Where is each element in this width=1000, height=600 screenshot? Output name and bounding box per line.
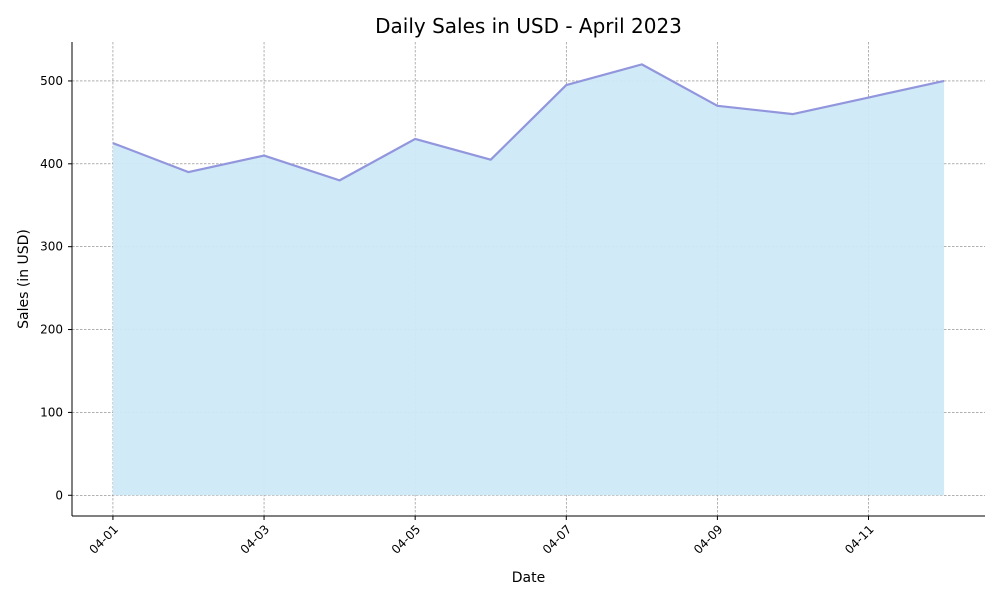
chart-title: Daily Sales in USD - April 2023 [375,14,682,38]
area-fill [112,64,945,496]
x-tick-label: 04-07 [540,522,575,557]
x-tick-label: 04-05 [389,522,424,557]
y-tick-label: 100 [40,405,63,419]
x-tick-label: 04-11 [842,522,877,557]
y-tick-label: 400 [40,157,63,171]
y-axis-label: Sales (in USD) [16,229,32,329]
x-tick-label: 04-01 [86,522,121,557]
series-line [112,63,945,182]
area-series [112,63,945,496]
y-tick-label: 300 [40,240,63,254]
y-tick-label: 0 [55,488,63,502]
x-tick-label: 04-09 [691,522,726,557]
y-tick-label: 500 [40,74,63,88]
x-tick-label: 04-03 [238,522,273,557]
axes [68,42,985,520]
y-tick-label: 200 [40,323,63,337]
x-axis-label: Date [512,570,545,586]
